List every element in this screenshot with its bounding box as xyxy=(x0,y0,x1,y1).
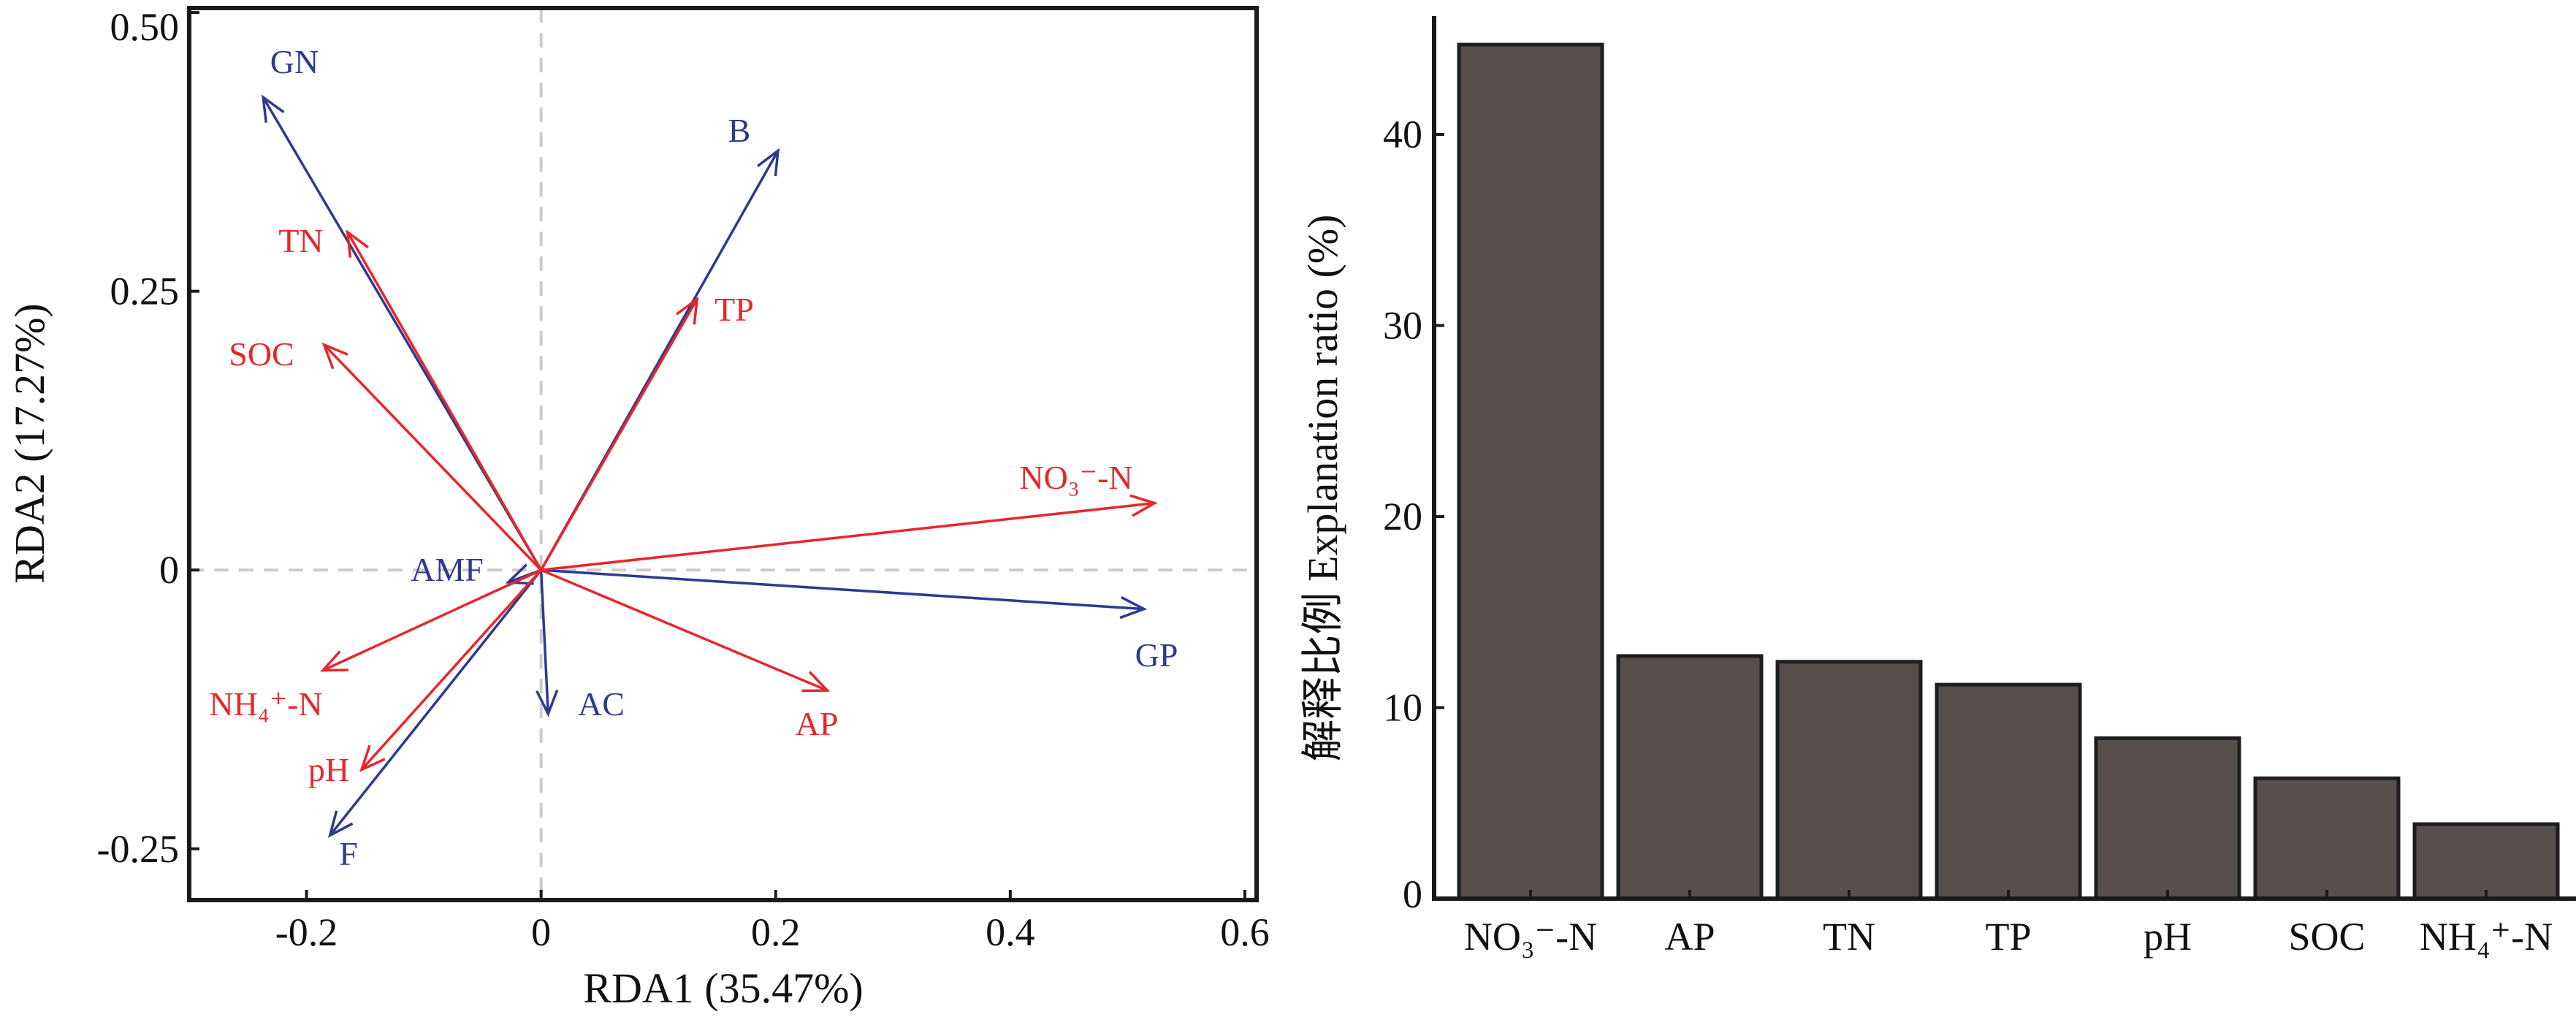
vector-arrow-explanatory xyxy=(362,569,542,769)
vector-label: AP xyxy=(796,705,839,742)
vector-label: F xyxy=(339,835,358,872)
vector-arrow-explanatory xyxy=(348,232,543,571)
y-tick-label: 20 xyxy=(1383,495,1422,538)
rda-y-axis-label: RDA2 (17.27%) xyxy=(6,303,53,583)
vector-label: GP xyxy=(1135,636,1178,674)
plot-frame xyxy=(187,6,1259,902)
vector-label: AC xyxy=(578,685,625,723)
y-tick-label: 0.25 xyxy=(110,270,180,313)
bar xyxy=(2253,776,2401,901)
x-tick-label: SOC xyxy=(2288,915,2365,959)
vector-label: NO₃⁻-N xyxy=(1019,459,1132,496)
vector-label: SOC xyxy=(229,335,294,373)
x-tick-label: NH₄⁺-N xyxy=(2420,915,2553,959)
y-tick-label: -0.25 xyxy=(97,827,179,871)
x-tick-label: TP xyxy=(1985,915,2031,959)
y-tick-label: 10 xyxy=(1383,686,1422,730)
x-tick-label: NO₃⁻-N xyxy=(1464,915,1597,959)
y-tick-label: 0 xyxy=(1403,872,1422,916)
bar xyxy=(1616,654,1764,901)
bar-y-axis-label: 解释比例 Explanation ratio (%) xyxy=(1299,215,1346,762)
x-tick-label: 0 xyxy=(531,910,551,954)
bar xyxy=(2412,822,2560,901)
x-tick-label: pH xyxy=(2144,915,2192,959)
bar xyxy=(1457,42,1604,901)
vector-arrow-explanatory xyxy=(540,299,698,571)
vector-arrow-response xyxy=(330,569,543,835)
x-tick-label: TN xyxy=(1823,915,1875,959)
rda-x-axis-label: RDA1 (35.47%) xyxy=(583,964,863,1012)
vector-label: TN xyxy=(278,222,323,259)
vector-label: NH₄⁺-N xyxy=(209,685,322,723)
y-tick-label: 0 xyxy=(159,548,179,592)
vector-arrow-response xyxy=(541,570,549,714)
y-tick-label: 40 xyxy=(1383,113,1422,156)
vector-label: AMF xyxy=(411,551,484,588)
y-tick-label: 0.50 xyxy=(110,5,180,49)
bar xyxy=(2094,736,2241,901)
bar xyxy=(1935,682,2082,901)
rda-biplot: -0.2 0 0.2 0.4 0.6 -0.25 0 0.25 0.50 GN B GP AMF AC F T… xyxy=(97,5,1270,954)
bar xyxy=(1775,660,1923,901)
y-tick-label: 30 xyxy=(1383,304,1422,348)
vector-arrow-response xyxy=(541,568,1144,609)
vector-label: GN xyxy=(270,43,319,80)
vector-label: TP xyxy=(715,291,754,328)
x-tick-label: 0.2 xyxy=(751,910,801,954)
x-tick-label: 0.4 xyxy=(986,910,1035,954)
vector-label: pH xyxy=(308,751,349,788)
x-tick-label: 0.6 xyxy=(1220,910,1270,954)
vector-arrow-explanatory xyxy=(541,503,1155,571)
vector-arrow-explanatory xyxy=(323,568,542,670)
x-tick-label: AP xyxy=(1664,915,1715,959)
vector-label: B xyxy=(728,112,751,149)
x-tick-label: -0.2 xyxy=(275,910,338,954)
explanation-bar-chart: NO₃⁻-N AP TN TP pH SOC NH₄⁺-N 0 10 20 30 40 xyxy=(1383,16,2576,959)
vector-arrow-explanatory xyxy=(540,568,828,690)
vector-arrow-explanatory xyxy=(324,345,542,571)
